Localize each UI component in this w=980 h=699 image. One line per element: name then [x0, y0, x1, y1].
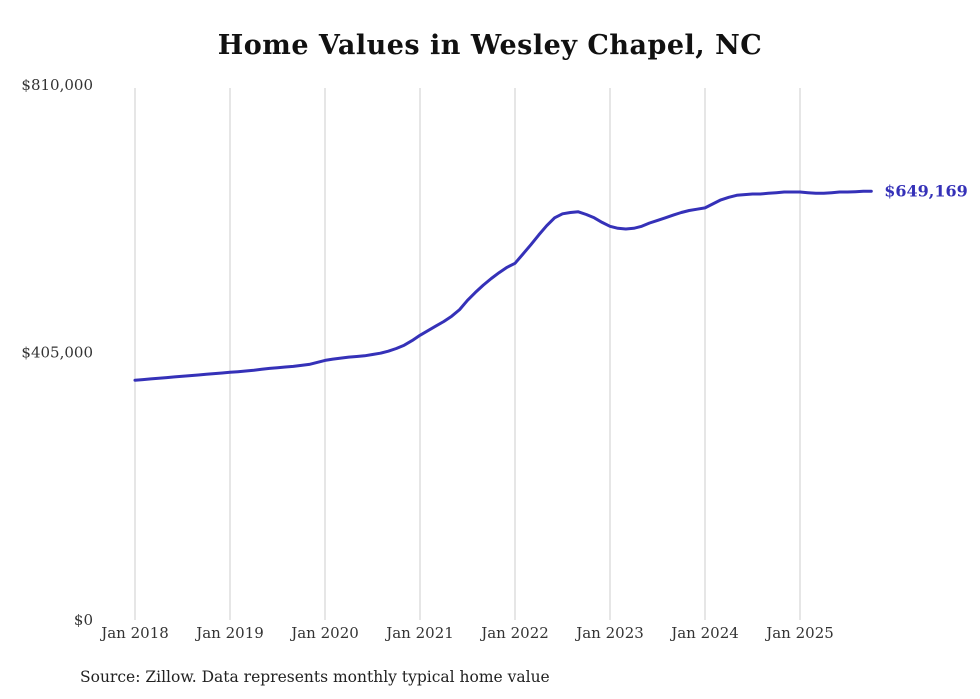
x-tick-label: Jan 2019: [194, 624, 264, 642]
x-tick-label: Jan 2020: [289, 624, 359, 642]
y-tick-label: $405,000: [21, 344, 93, 362]
y-tick-label: $0: [74, 611, 93, 629]
x-tick-label: Jan 2018: [99, 624, 169, 642]
end-value-label: $649,169: [884, 182, 968, 201]
chart-title: Home Values in Wesley Chapel, NC: [217, 30, 763, 61]
x-tick-label: Jan 2024: [669, 624, 739, 642]
x-tick-label: Jan 2023: [574, 624, 644, 642]
x-tick-label: Jan 2021: [384, 624, 454, 642]
x-tick-label: Jan 2022: [479, 624, 549, 642]
source-note: Source: Zillow. Data represents monthly …: [80, 668, 550, 686]
x-tick-label: Jan 2025: [764, 624, 834, 642]
y-tick-label: $810,000: [21, 76, 93, 94]
home-value-line: [133, 189, 873, 382]
